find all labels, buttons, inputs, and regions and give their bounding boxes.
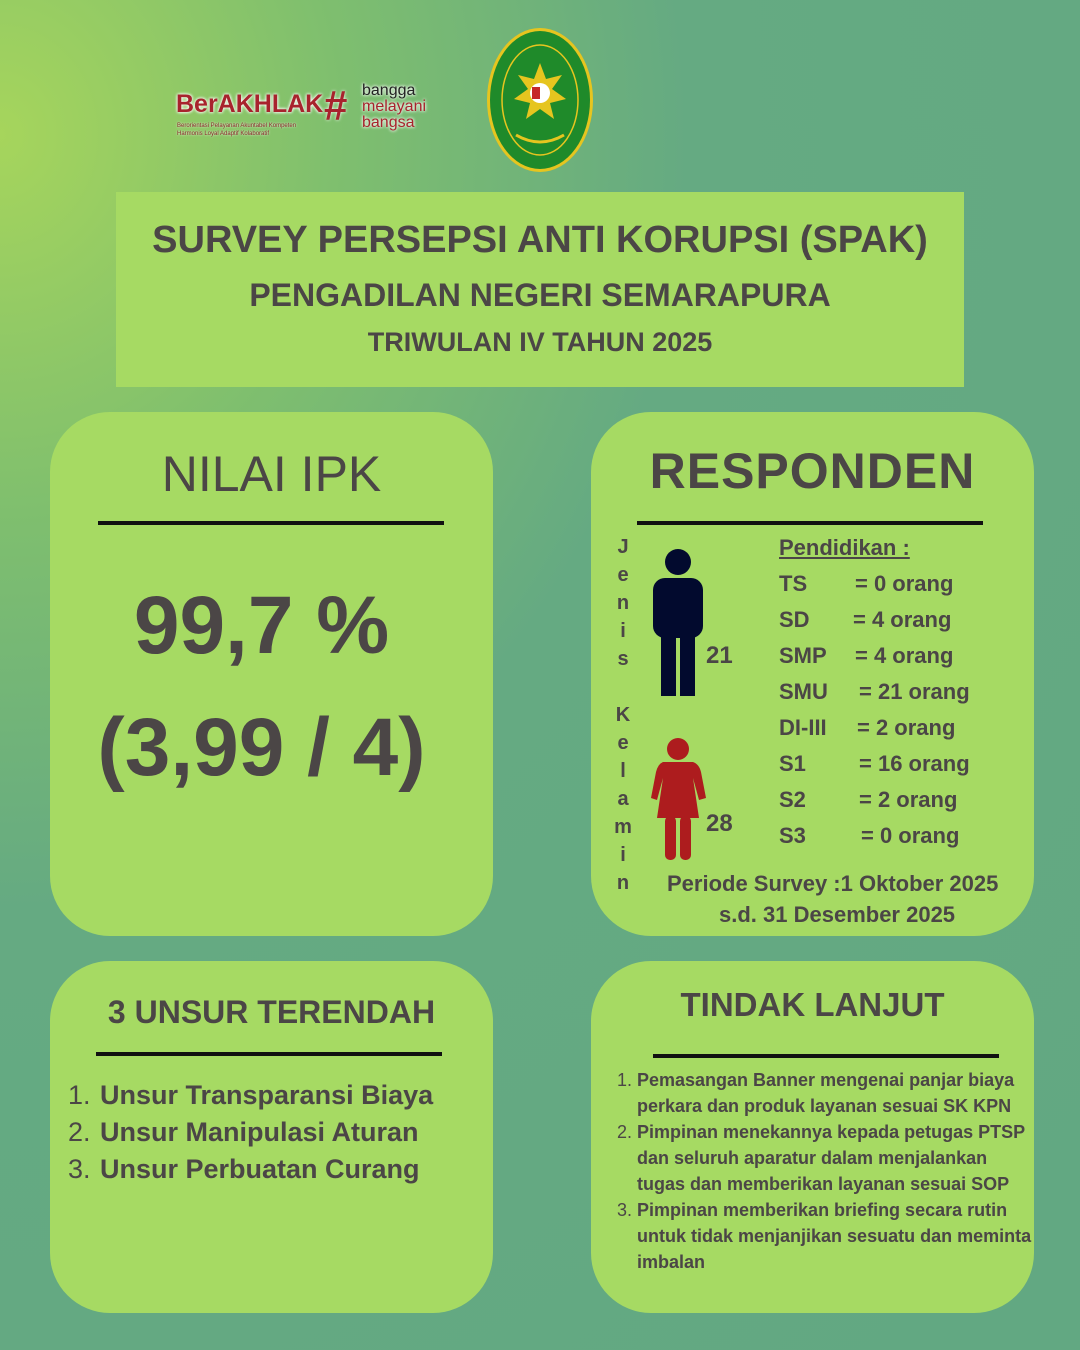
education-row: TS = 0 orang: [779, 569, 1019, 599]
title-line3: TRIWULAN IV TAHUN 2025: [367, 327, 713, 357]
education-value: = 0 orang: [861, 823, 960, 848]
divider: [637, 521, 983, 525]
berakhlak-logo: BerAKHLAK Berorientasi Pelayanan Akuntab…: [172, 78, 442, 138]
item-text: Unsur Manipulasi Aturan: [100, 1117, 419, 1147]
education-value: = 21 orang: [859, 679, 970, 704]
education-level: DI-III: [779, 715, 827, 740]
divider: [96, 1052, 442, 1056]
title-banner: SURVEY PERSEPSI ANTI KORUPSI (SPAK) PENG…: [116, 192, 964, 387]
tindak-list: 1. Pemasangan Banner mengenai panjar biay…: [617, 1067, 1035, 1275]
education-value: = 16 orang: [859, 751, 970, 776]
ipk-card: NILAI IPK 99,7 % (3,99 / 4): [50, 412, 493, 936]
hashtag-word: melayani: [362, 98, 427, 115]
female-icon: [651, 738, 706, 860]
education-value: = 4 orang: [853, 607, 952, 632]
hashtag-word: bangsa: [362, 114, 415, 131]
hashtag-text: bangga melayani bangsa: [362, 83, 426, 131]
education-level: SMP: [779, 643, 827, 668]
title-line1: SURVEY PERSEPSI ANTI KORUPSI (SPAK): [152, 219, 928, 261]
terendah-card: 3 UNSUR TERENDAH 1. Unsur Transparansi Bi…: [50, 961, 493, 1313]
education-value: = 2 orang: [857, 715, 956, 740]
divider: [98, 521, 444, 525]
education-level: SD: [779, 607, 810, 632]
tindak-card: TINDAK LANJUT 1. Pemasangan Banner mengen…: [591, 961, 1034, 1313]
responden-card: RESPONDEN Jenis Kelamin 21 28 Pendidikan…: [591, 412, 1034, 936]
female-count: 28: [706, 810, 733, 837]
education-row: S2 = 2 orang: [779, 785, 1019, 815]
education-row: SD = 4 orang: [779, 605, 1019, 635]
education-level: S1: [779, 751, 806, 776]
education-value: = 4 orang: [855, 643, 954, 668]
gender-label: Jenis Kelamin: [612, 536, 634, 900]
ipk-score: (3,99 / 4): [97, 702, 426, 793]
item-text: Pimpinan menekannya kepada petugas PTSP …: [637, 1122, 1025, 1194]
education-level: SMU: [779, 679, 828, 704]
item-text: Unsur Transparansi Biaya: [100, 1080, 434, 1110]
education-row: DI-III = 2 orang: [779, 713, 1019, 743]
title-line2: PENGADILAN NEGERI SEMARAPURA: [249, 277, 831, 313]
hashtag-word: bangga: [362, 82, 416, 99]
period-line2: s.d. 31 Desember 2025: [719, 902, 956, 927]
education-row: S1 = 16 orang: [779, 749, 1019, 779]
education-level: S3: [779, 823, 806, 848]
tindak-heading: TINDAK LANJUT: [680, 986, 945, 1023]
education-level: TS: [779, 571, 808, 596]
education-value: = 2 orang: [859, 787, 958, 812]
ipk-heading: NILAI IPK: [161, 446, 382, 502]
terendah-list: 1. Unsur Transparansi Biaya 2. Unsur Manip…: [68, 1077, 433, 1188]
list-item: 1. Unsur Transparansi Biaya: [68, 1080, 434, 1110]
list-item: 3. Unsur Perbuatan Curang: [68, 1154, 420, 1184]
hashtag-icon: #: [324, 82, 348, 129]
berakhlak-brand: BerAKHLAK: [176, 90, 324, 118]
berakhlak-tagline: Berorientasi Pelayanan Akuntabel Kompete…: [177, 123, 297, 137]
male-count: 21: [706, 642, 733, 669]
terendah-heading: 3 UNSUR TERENDAH: [107, 994, 436, 1030]
ipk-percent: 99,7 %: [133, 580, 390, 671]
list-item: 3. Pimpinan memberikan briefing secara ru…: [617, 1200, 1032, 1272]
item-text: Pemasangan Banner mengenai panjar biaya …: [637, 1070, 1015, 1116]
education-row: S3 = 0 orang: [779, 821, 1019, 851]
education-level: S2: [779, 787, 806, 812]
education-title: Pendidikan :: [779, 535, 910, 560]
list-item: 2. Pimpinan menekannya kepada petugas PTS…: [617, 1122, 1025, 1194]
education-row: SMP = 4 orang: [779, 641, 1019, 671]
item-text: Pimpinan memberikan briefing secara ruti…: [637, 1200, 1032, 1272]
male-icon: [653, 549, 703, 696]
responden-heading: RESPONDEN: [649, 443, 976, 499]
list-item: 2. Unsur Manipulasi Aturan: [68, 1117, 419, 1147]
list-item: 1. Pemasangan Banner mengenai panjar biay…: [617, 1070, 1015, 1116]
education-row: SMU = 21 orang: [779, 677, 1019, 707]
court-seal-logo: [487, 28, 593, 172]
education-value: = 0 orang: [855, 571, 954, 596]
divider: [653, 1054, 999, 1058]
item-text: Unsur Perbuatan Curang: [100, 1154, 420, 1184]
period-line1: Periode Survey :1 Oktober 2025: [667, 871, 999, 896]
